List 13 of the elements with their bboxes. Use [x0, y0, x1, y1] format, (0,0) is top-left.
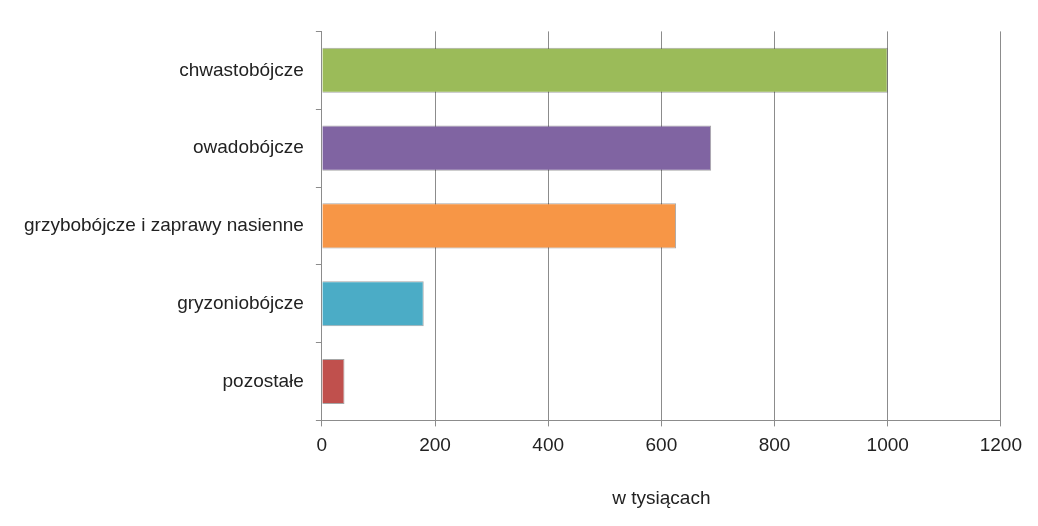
x-tick-label: 400 [532, 434, 565, 456]
y-tick-label: gryzoniobójcze [177, 291, 304, 313]
y-tick-label: grzybobójcze i zaprawy nasienne [23, 214, 304, 236]
x-tick-label: 1000 [866, 434, 909, 456]
x-tick-label: 1200 [979, 434, 1023, 456]
x-tick-label: 800 [758, 434, 791, 456]
x-axis-title: w tysiącach [611, 486, 711, 508]
y-tick-label: owadobójcze [192, 136, 304, 158]
x-tick-label: 200 [419, 434, 451, 456]
x-tick-label: 600 [645, 434, 678, 456]
y-tick-label: chwastobójcze [179, 58, 304, 80]
x-tick-label: 0 [316, 434, 328, 456]
y-tick-label: pozostałe [222, 369, 304, 391]
